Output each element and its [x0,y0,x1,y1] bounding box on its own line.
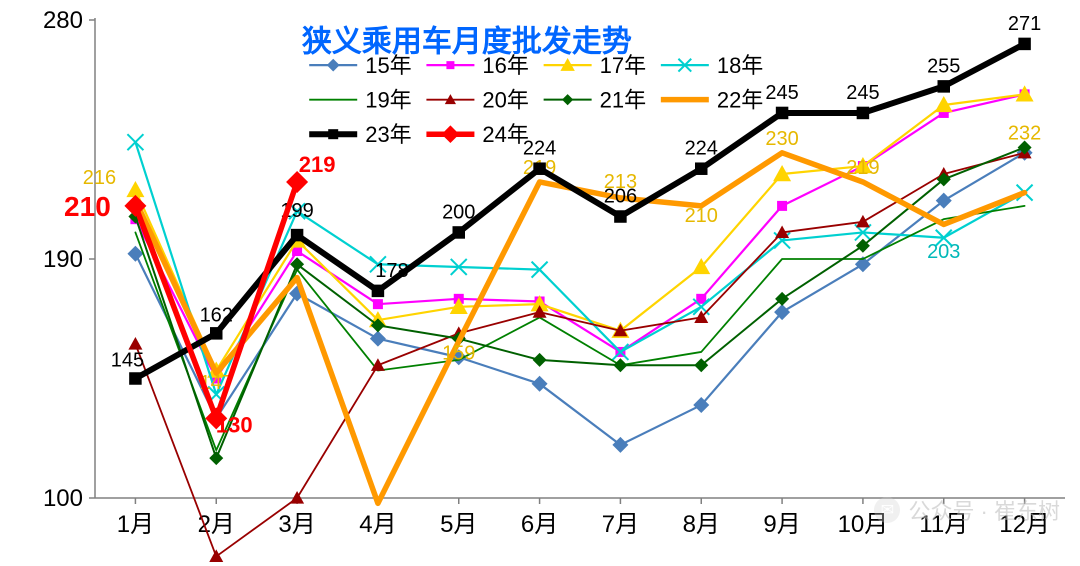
svg-text:190: 190 [43,246,83,273]
svg-text:15年: 15年 [365,53,411,78]
svg-text:12月: 12月 [999,511,1050,538]
svg-text:162: 162 [200,304,233,326]
svg-text:210: 210 [685,205,718,227]
svg-text:16年: 16年 [482,53,528,78]
svg-text:17年: 17年 [600,53,646,78]
svg-text:4月: 4月 [359,511,396,538]
svg-text:219: 219 [846,157,879,179]
svg-text:206: 206 [604,186,637,208]
svg-text:245: 245 [846,82,879,104]
svg-text:8月: 8月 [683,511,720,538]
svg-text:255: 255 [927,55,960,77]
svg-text:22年: 22年 [717,88,763,113]
svg-text:20年: 20年 [482,88,528,113]
svg-text:219: 219 [299,152,336,177]
svg-text:280: 280 [43,7,83,34]
svg-text:159: 159 [442,342,475,364]
svg-text:230: 230 [765,128,798,150]
svg-text:狭义乘用车月度批发走势: 狭义乘用车月度批发走势 [301,24,632,58]
svg-text:18年: 18年 [717,53,763,78]
svg-text:271: 271 [1008,13,1041,35]
svg-text:23年: 23年 [365,122,411,147]
svg-text:224: 224 [685,138,718,160]
svg-text:21年: 21年 [600,88,646,113]
svg-text:232: 232 [1008,122,1041,144]
svg-text:203: 203 [927,241,960,263]
svg-text:24年: 24年 [482,122,528,147]
svg-text:145: 145 [111,350,144,372]
svg-text:1月: 1月 [117,511,154,538]
svg-text:6月: 6月 [521,511,558,538]
svg-text:5月: 5月 [440,511,477,538]
svg-text:100: 100 [43,485,83,512]
svg-text:178: 178 [375,260,408,282]
svg-text:245: 245 [765,82,798,104]
svg-text:10月: 10月 [838,511,889,538]
svg-text:210: 210 [64,191,111,222]
svg-text:130: 130 [216,412,253,437]
svg-text:9月: 9月 [763,511,800,538]
line-chart: 1001902801月2月3月4月5月6月7月8月9月10月11月12月2162… [0,0,1080,566]
svg-text:216: 216 [83,167,116,189]
svg-text:19年: 19年 [365,88,411,113]
svg-text:200: 200 [442,201,475,223]
svg-text:7月: 7月 [602,511,639,538]
svg-text:3月: 3月 [278,511,315,538]
svg-text:11月: 11月 [919,511,968,538]
